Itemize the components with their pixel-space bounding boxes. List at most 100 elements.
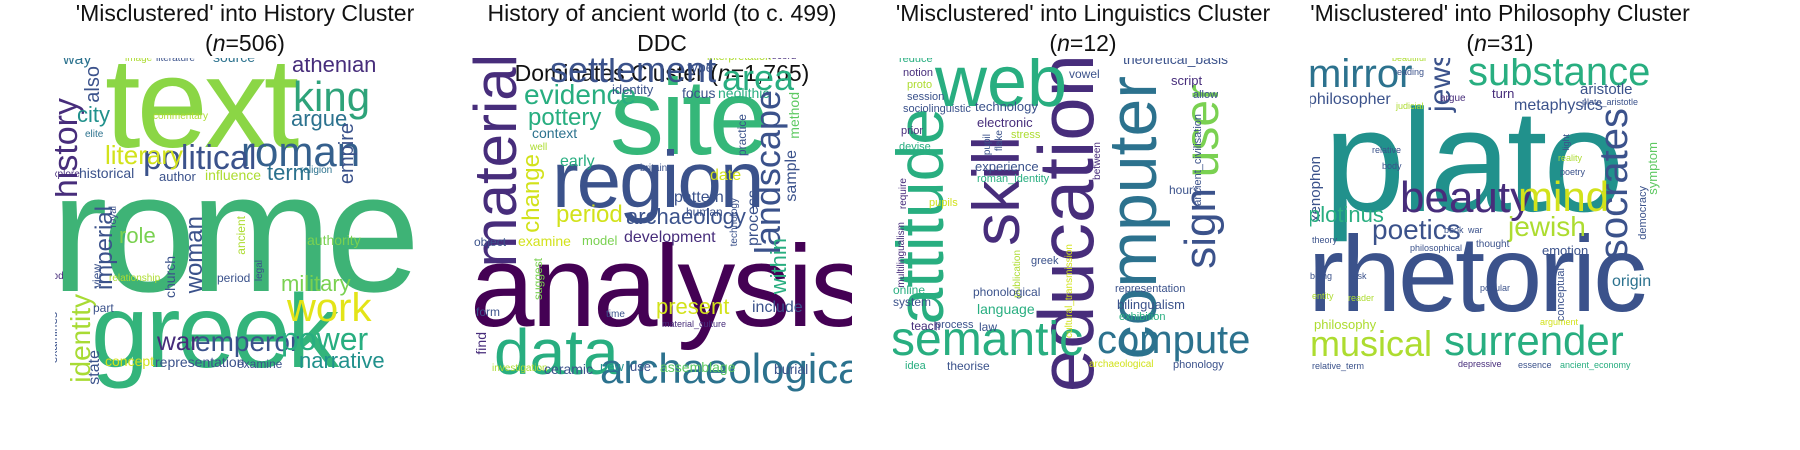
word-archaeological: archaeological	[600, 345, 852, 392]
word-type: type	[687, 59, 714, 75]
word-focus: focus	[682, 85, 716, 101]
word-being: being	[1310, 271, 1333, 281]
word-philosopher: philosopher	[1310, 91, 1391, 108]
word-greek: greek	[91, 274, 339, 390]
word-semantic: semantic	[893, 313, 1084, 366]
word-entity: entity	[1312, 291, 1334, 301]
word-development: development	[624, 229, 716, 246]
word-period: period	[556, 201, 623, 228]
word-turn: turn	[1492, 86, 1515, 101]
word-depressive: depressive	[1458, 359, 1502, 369]
panel-title: 'Misclustered' into Philosophy Cluster (…	[1310, 0, 1690, 58]
word-assemblage: assemblage	[660, 359, 736, 375]
word-data: data	[494, 316, 619, 388]
word-hours: hours	[1169, 183, 1200, 197]
word-king: king	[293, 73, 371, 120]
word-allow: allow	[1193, 89, 1219, 101]
word-pottery: pottery	[528, 104, 602, 131]
word-reduce: reduce	[899, 58, 933, 65]
word-skill: skill	[959, 136, 1033, 246]
word-athenian: athenian	[292, 58, 377, 77]
word-proto: proto	[907, 79, 933, 91]
word-date: date	[710, 167, 742, 184]
word-rome: rome	[55, 138, 420, 328]
word-part: part	[93, 301, 114, 315]
word-power: power	[281, 321, 369, 357]
word-language: language	[977, 301, 1035, 317]
word-between: between	[1092, 142, 1103, 180]
word-find: find	[473, 332, 489, 355]
word-site: site	[610, 58, 769, 177]
word-examine: examine	[518, 233, 571, 249]
word-pupil: pupil	[982, 134, 993, 156]
wordcloud-panel-linguistics: 'Misclustered' into Linguistics Cluster …	[893, 0, 1273, 450]
word-britain: britain	[640, 163, 668, 174]
word-poetics: poetics	[1372, 214, 1461, 245]
word-system: system	[893, 295, 932, 309]
word-session: session	[907, 91, 945, 103]
word-object: object	[474, 235, 507, 249]
word-argument: argument	[1540, 317, 1579, 327]
word-web: web	[935, 58, 1068, 122]
word-relative-term: relative_term	[1312, 361, 1365, 371]
word-poetry: poetry	[1560, 167, 1586, 177]
word-examine: examine	[237, 357, 283, 371]
word-reality: reality	[1558, 153, 1583, 163]
word-theorise: theorise	[947, 359, 990, 373]
word-present: present	[656, 294, 730, 319]
title-line-1: 'Misclustered' into Linguistics Cluster	[895, 0, 1271, 26]
word-multilingualism: multilingualism	[896, 222, 907, 288]
word-legal: legal	[254, 260, 265, 282]
word-human: human	[686, 205, 723, 219]
word-material-culture: material_culture	[662, 319, 727, 329]
word-way: way	[63, 58, 92, 68]
word-argue: argue	[1440, 93, 1466, 104]
word-sociolinguistic: sociolinguistic	[903, 103, 971, 115]
word-emperor: emperor	[195, 326, 300, 357]
word-jewish: jewish	[1508, 211, 1586, 242]
word-city: city	[77, 102, 110, 127]
word-metaphysics: metaphysics	[1514, 97, 1603, 114]
word-period: period	[217, 271, 251, 285]
word-roman-identity: roman_identity	[977, 173, 1050, 185]
word-sample: sample	[783, 150, 800, 202]
word-cloud: analysis site region data archaeological…	[472, 58, 852, 430]
word-archaeological: archaeological	[1089, 359, 1154, 370]
word-theoretical-basis: theoretical_basis	[1123, 58, 1229, 67]
wordcloud-panel-philosophy: 'Misclustered' into Philosophy Cluster (…	[1310, 0, 1690, 450]
word-pupils: pupils	[929, 197, 958, 209]
word-conceptual: conceptual	[1555, 268, 1567, 322]
word-identity: identity	[612, 82, 654, 97]
word-ceramic: ceramic	[544, 361, 594, 377]
word-body: body	[1382, 161, 1402, 171]
wordcloud-panel-history: 'Misclustered' into History Cluster (n=5…	[55, 0, 435, 450]
word-work: work	[287, 286, 372, 330]
word-plato: plato	[1324, 79, 1625, 242]
word-cultural-transmission: cultural_transmission	[1064, 244, 1075, 338]
word-area: area	[722, 58, 795, 98]
word-philosophical: philosophical	[1410, 243, 1463, 253]
word-within: within	[766, 238, 791, 295]
word-theory: theory	[1312, 235, 1338, 245]
word-evidence: evidence	[524, 79, 637, 110]
word-state: state	[86, 350, 103, 385]
word-judicial: judicial	[1396, 101, 1424, 111]
title-line-2: Dominates Cluster (n=1,765)	[514, 60, 810, 86]
word-plotinus: plotinus	[1310, 202, 1384, 227]
word-author: author	[159, 169, 196, 184]
word-church: church	[162, 256, 178, 299]
word-authority: authority	[307, 232, 361, 248]
word-teach: teach	[911, 319, 941, 333]
word-notion: notion	[903, 67, 933, 79]
word-process: process	[745, 190, 762, 247]
word-form: form	[476, 305, 500, 319]
word-use: use	[630, 359, 651, 374]
word-region: region	[552, 135, 764, 224]
word-pattern: pattern	[674, 189, 724, 206]
word-beauty: beauty	[1400, 173, 1533, 222]
word-mind: mind	[1518, 173, 1610, 220]
word-musical: musical	[1310, 323, 1433, 364]
title-line-2: (n=506)	[205, 30, 285, 56]
word-woman: woman	[181, 216, 208, 294]
